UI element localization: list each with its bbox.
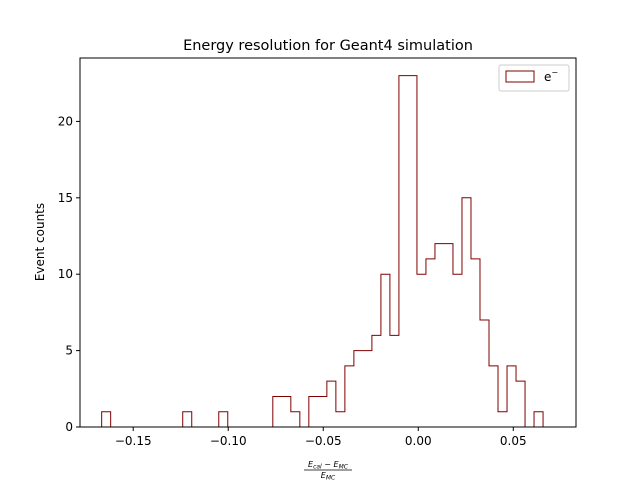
x-tick-label: −0.10 [210, 434, 247, 448]
y-tick-label: 15 [58, 191, 73, 205]
y-tick-label: 0 [65, 420, 73, 434]
histogram-bin [390, 335, 399, 427]
y-tick-label: 10 [58, 267, 73, 281]
x-label-numerator: Ecal − EMC [308, 460, 349, 471]
histogram-bin [291, 412, 300, 427]
histogram-bin [444, 244, 453, 427]
histogram-bin [408, 76, 417, 427]
histogram-bin [471, 259, 480, 427]
x-axis-label: Ecal − EMC EMC [304, 460, 352, 480]
x-tick-label: −0.05 [305, 434, 342, 448]
axes-frame [79, 57, 577, 428]
histogram-bin [534, 412, 543, 427]
histogram-series [101, 75, 544, 428]
x-tick-label: 0.00 [405, 434, 432, 448]
histogram-bin [435, 244, 444, 427]
histogram-bin [363, 351, 372, 427]
histogram-bin [336, 412, 345, 427]
y-axis: 0 5 10 15 20 [58, 114, 80, 434]
x-label-denominator: EMC [321, 471, 336, 480]
histogram-bin [462, 198, 471, 427]
histogram-bin [426, 259, 435, 427]
histogram-bin [282, 396, 291, 427]
histogram-bin [399, 76, 408, 427]
histogram-bin [498, 412, 507, 427]
legend-label: e− [544, 68, 558, 84]
histogram-bin [327, 381, 336, 427]
histogram-bin [345, 366, 354, 427]
histogram-bin [354, 351, 363, 427]
y-tick-label: 5 [65, 344, 73, 358]
histogram-bin [516, 381, 525, 427]
x-tick-label: −0.15 [115, 434, 152, 448]
histogram-bin [489, 366, 498, 427]
legend: e− [498, 64, 570, 92]
histogram-bin [480, 320, 489, 427]
histogram-bin [507, 366, 516, 427]
histogram-bin [417, 274, 426, 427]
x-axis: −0.15 −0.10 −0.05 0.00 0.05 [115, 427, 527, 448]
histogram-bin [381, 274, 390, 427]
chart-title: Energy resolution for Geant4 simulation [183, 38, 473, 54]
legend-swatch [505, 70, 535, 83]
histogram-bin [309, 396, 318, 427]
histogram-bin [183, 412, 192, 427]
histogram-bin [102, 412, 111, 427]
histogram-step-line [101, 75, 544, 428]
histogram-bin [453, 274, 462, 427]
histogram-bin [372, 335, 381, 427]
y-axis-label: Event counts [33, 203, 47, 281]
histogram-bin [273, 396, 282, 427]
y-tick-label: 20 [58, 114, 73, 128]
histogram-bin [318, 396, 327, 427]
x-tick-label: 0.05 [500, 434, 527, 448]
histogram-bin [219, 412, 228, 427]
